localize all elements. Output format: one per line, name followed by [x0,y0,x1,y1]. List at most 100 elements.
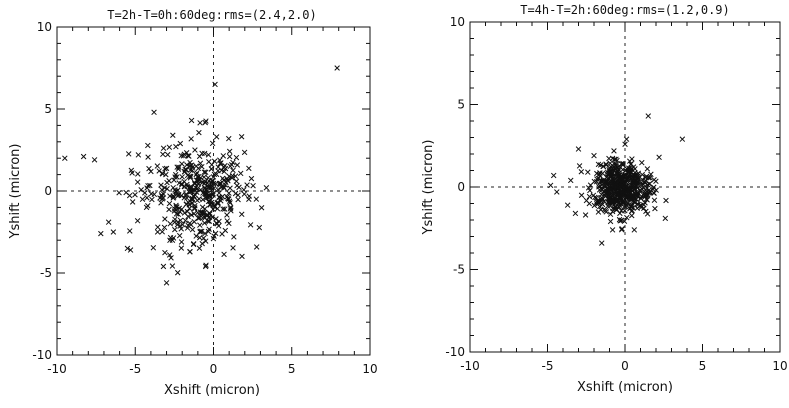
scatter-point [632,190,638,197]
scatter-point [233,154,240,161]
scatter-point [175,219,181,225]
scatter-point [143,204,150,211]
scatter-point [201,169,208,175]
scatter-point [210,180,217,187]
scatter-point [626,186,632,192]
scatter-point [236,184,242,191]
scatter-point [182,192,189,198]
scatter-point [129,199,136,205]
scatter-point [629,180,636,186]
scatter-point [145,154,151,160]
scatter-point [615,168,622,174]
scatter-point [98,230,104,237]
scatter-point [105,219,112,225]
scatter-point [218,195,224,201]
scatter-point [616,178,623,184]
scatter-point [602,183,609,189]
scatter-point [194,185,201,192]
scatter-point [598,240,605,246]
scatter-point [199,209,206,216]
scatter-point [607,211,614,218]
scatter-point [139,196,146,203]
x-tick-label: 10 [772,359,787,373]
scatter-point [606,155,612,162]
x-tick-label: -5 [542,359,554,373]
scatter-point [160,263,167,270]
scatter-point [576,163,583,169]
scatter-point [244,182,250,188]
x-tick-label: 10 [362,362,377,376]
scatter-point [215,164,221,170]
scatter-point [196,129,202,136]
scatter-point [239,253,245,260]
scatter-point [166,206,172,213]
scatter-point [165,151,171,158]
y-tick-label: 0 [44,184,52,198]
scatter-point [154,229,161,235]
scatter-point [211,233,217,239]
scatter-point [607,160,613,167]
scatter-point [144,195,150,201]
scatter-point [191,205,198,212]
scatter-point [653,178,659,185]
scatter-point [600,196,606,202]
scatter-point [594,176,600,182]
scatter-point [651,197,658,203]
scatter-point [609,208,616,215]
scatter-point [239,211,245,218]
scatter-point [110,229,117,235]
y-tick-label: -5 [453,263,465,277]
scatter-point [148,168,154,175]
scatter-point [578,168,585,175]
x-axis-label-left: Xshift (micron) [164,383,260,398]
scatter-point [567,177,574,184]
scatter-point [151,109,157,116]
scatter-point [227,206,234,212]
scatter-point [132,192,138,198]
scatter-point [179,206,185,212]
scatter-point [196,153,203,160]
scatter-point [547,182,554,189]
scatter-point [202,169,209,176]
scatter-point [222,182,229,188]
scatter-point [221,177,227,183]
scatter-point [159,170,166,177]
scatter-point [205,228,212,235]
scatter-point [221,251,227,258]
x-tick-label: 5 [699,359,707,373]
scatter-point [628,161,634,167]
scatter-point [227,200,233,206]
scatter-point [198,228,205,235]
scatter-point [603,161,609,167]
scatter-point [611,148,617,154]
scatter-point [608,172,615,178]
scatter-point [184,208,191,215]
scatter-point [628,208,635,215]
scatter-point [227,163,234,170]
scatter-point [158,200,164,206]
scatter-point [618,161,625,167]
scatter-point [630,204,636,211]
scatter-point [234,162,241,168]
scatter-point [178,239,185,245]
scatter-point [193,185,199,191]
scatter-point [619,189,625,195]
scatter-point [161,224,168,231]
scatter-point [587,187,593,194]
scatter-point [186,205,193,212]
scatter-points [547,113,686,246]
scatter-point [226,153,233,160]
scatter-point [224,218,231,224]
scatter-point [564,202,571,208]
scatter-point [173,191,180,198]
scatter-point [159,229,166,235]
scatter-point [656,154,662,161]
scatter-point [607,218,614,225]
scatter-point [187,173,194,180]
scatter-point [218,184,225,190]
scatter-point [208,199,215,206]
scatter-point [175,211,181,218]
scatter-point [188,136,194,142]
scatter-point [193,163,200,169]
scatter-point [194,178,201,184]
